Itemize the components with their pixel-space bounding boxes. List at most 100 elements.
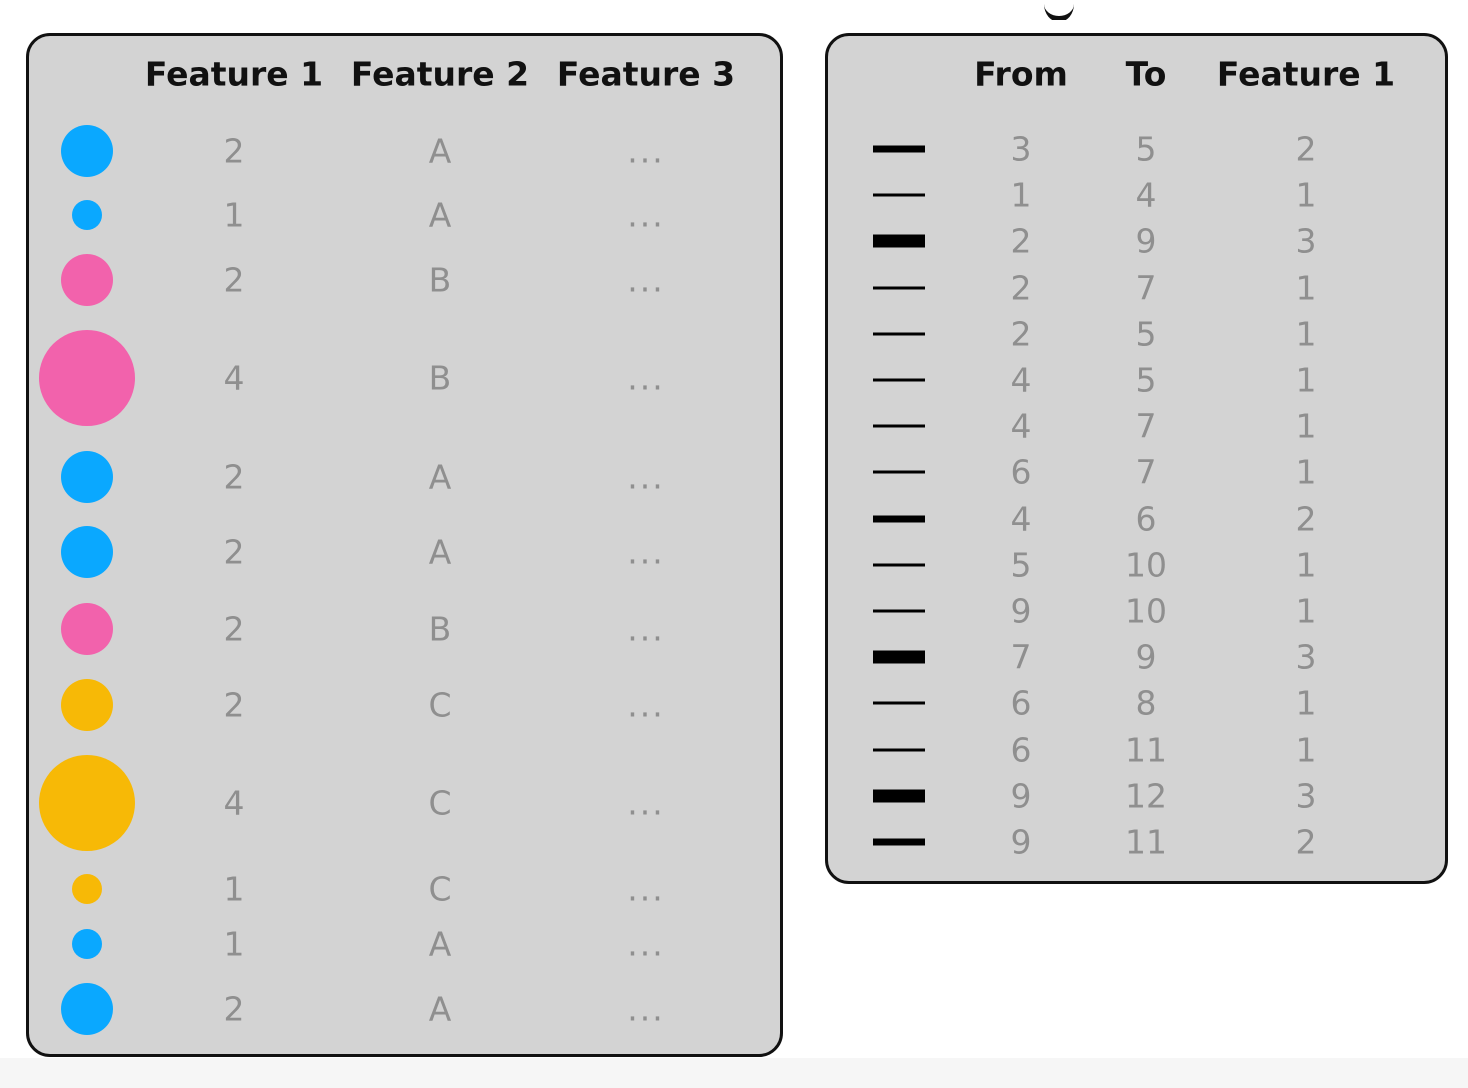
node-circle xyxy=(61,451,113,503)
node-feature-1-cell: 2 xyxy=(223,131,245,171)
edge-to-cell: 7 xyxy=(1135,268,1157,308)
edge-from-cell: 4 xyxy=(1010,360,1032,400)
node-feature-3-cell: ... xyxy=(627,260,665,300)
edge-to-cell: 7 xyxy=(1135,452,1157,492)
node-feature-2-cell: A xyxy=(428,131,452,171)
edge-to-cell: 6 xyxy=(1135,499,1157,539)
edge-to-cell: 8 xyxy=(1135,683,1157,723)
edge-feature-1-cell: 1 xyxy=(1295,175,1317,215)
edge-to-cell: 11 xyxy=(1125,822,1167,862)
node-feature-3-cell: ... xyxy=(627,457,665,497)
edge-feature-1-cell: 1 xyxy=(1295,730,1317,770)
node-feature-1-cell: 4 xyxy=(223,358,245,398)
edge-from-cell: 2 xyxy=(1010,314,1032,354)
node-feature-3-cell: ... xyxy=(627,989,665,1029)
node-feature-2-cell: A xyxy=(428,924,452,964)
edge-weight-line xyxy=(873,838,925,846)
node-circle xyxy=(72,874,102,904)
edge-header-to: To xyxy=(1125,54,1167,94)
edge-weight-line xyxy=(873,145,925,153)
clipped-top-glyph xyxy=(1044,0,1078,20)
node-feature-1-cell: 2 xyxy=(223,260,245,300)
node-circle xyxy=(61,983,113,1035)
node-feature-2-cell: C xyxy=(428,783,452,823)
node-feature-3-cell: ... xyxy=(627,924,665,964)
edge-to-cell: 4 xyxy=(1135,175,1157,215)
node-circle xyxy=(39,755,135,851)
node-feature-3-cell: ... xyxy=(627,358,665,398)
edge-feature-1-cell: 1 xyxy=(1295,683,1317,723)
node-feature-2-cell: C xyxy=(428,685,452,725)
edge-from-cell: 1 xyxy=(1010,175,1032,215)
edge-from-cell: 9 xyxy=(1010,822,1032,862)
edge-feature-1-cell: 1 xyxy=(1295,406,1317,446)
edge-from-cell: 4 xyxy=(1010,406,1032,446)
edge-feature-1-cell: 2 xyxy=(1295,129,1317,169)
node-feature-1-cell: 1 xyxy=(223,869,245,909)
node-feature-1-cell: 2 xyxy=(223,989,245,1029)
bottom-strip xyxy=(0,1058,1468,1088)
edge-weight-line xyxy=(873,609,925,613)
node-circle xyxy=(61,125,113,177)
edge-weight-line xyxy=(873,470,925,474)
edge-to-cell: 5 xyxy=(1135,314,1157,354)
node-feature-2-cell: B xyxy=(428,609,452,649)
edge-weight-line xyxy=(873,701,925,705)
node-feature-3-cell: ... xyxy=(627,783,665,823)
edge-to-cell: 10 xyxy=(1125,545,1167,585)
edge-weight-line xyxy=(873,650,925,664)
node-circle xyxy=(72,200,102,230)
edge-header-feature-1: Feature 1 xyxy=(1216,54,1396,94)
edge-to-cell: 12 xyxy=(1125,776,1167,816)
edge-to-cell: 7 xyxy=(1135,406,1157,446)
edge-from-cell: 9 xyxy=(1010,591,1032,631)
edge-from-cell: 6 xyxy=(1010,683,1032,723)
edge-to-cell: 9 xyxy=(1135,637,1157,677)
node-header-feature-2: Feature 2 xyxy=(350,54,530,94)
node-feature-3-cell: ... xyxy=(627,685,665,725)
edge-to-cell: 9 xyxy=(1135,221,1157,261)
edge-feature-1-cell: 1 xyxy=(1295,545,1317,585)
edge-feature-1-cell: 1 xyxy=(1295,591,1317,631)
edge-feature-1-cell: 2 xyxy=(1295,499,1317,539)
edge-weight-line xyxy=(873,515,925,523)
edge-feature-1-cell: 1 xyxy=(1295,360,1317,400)
edge-feature-1-cell: 1 xyxy=(1295,268,1317,308)
node-feature-2-cell: B xyxy=(428,260,452,300)
edge-from-cell: 4 xyxy=(1010,499,1032,539)
node-feature-2-cell: B xyxy=(428,358,452,398)
edge-header-from: From xyxy=(974,54,1068,94)
node-feature-1-cell: 1 xyxy=(223,195,245,235)
node-circle xyxy=(72,929,102,959)
edge-from-cell: 7 xyxy=(1010,637,1032,677)
edge-to-cell: 11 xyxy=(1125,730,1167,770)
edge-from-cell: 6 xyxy=(1010,730,1032,770)
edge-feature-1-cell: 1 xyxy=(1295,314,1317,354)
edge-from-cell: 2 xyxy=(1010,221,1032,261)
node-feature-2-cell: C xyxy=(428,869,452,909)
node-circle xyxy=(61,603,113,655)
node-feature-2-cell: A xyxy=(428,989,452,1029)
node-table-panel xyxy=(26,33,783,1057)
node-feature-3-cell: ... xyxy=(627,869,665,909)
edge-weight-line xyxy=(873,378,925,382)
node-feature-2-cell: A xyxy=(428,532,452,572)
edge-weight-line xyxy=(873,563,925,567)
edge-from-cell: 3 xyxy=(1010,129,1032,169)
node-feature-1-cell: 2 xyxy=(223,532,245,572)
node-feature-3-cell: ... xyxy=(627,131,665,171)
edge-from-cell: 9 xyxy=(1010,776,1032,816)
edge-from-cell: 5 xyxy=(1010,545,1032,585)
edge-feature-1-cell: 1 xyxy=(1295,452,1317,492)
edge-weight-line xyxy=(873,193,925,197)
node-feature-2-cell: A xyxy=(428,457,452,497)
edge-weight-line xyxy=(873,332,925,336)
edge-weight-line xyxy=(873,789,925,803)
node-feature-1-cell: 4 xyxy=(223,783,245,823)
node-header-feature-1: Feature 1 xyxy=(144,54,324,94)
node-feature-3-cell: ... xyxy=(627,195,665,235)
edge-weight-line xyxy=(873,748,925,752)
node-feature-1-cell: 2 xyxy=(223,685,245,725)
edge-weight-line xyxy=(873,234,925,248)
edge-feature-1-cell: 2 xyxy=(1295,822,1317,862)
